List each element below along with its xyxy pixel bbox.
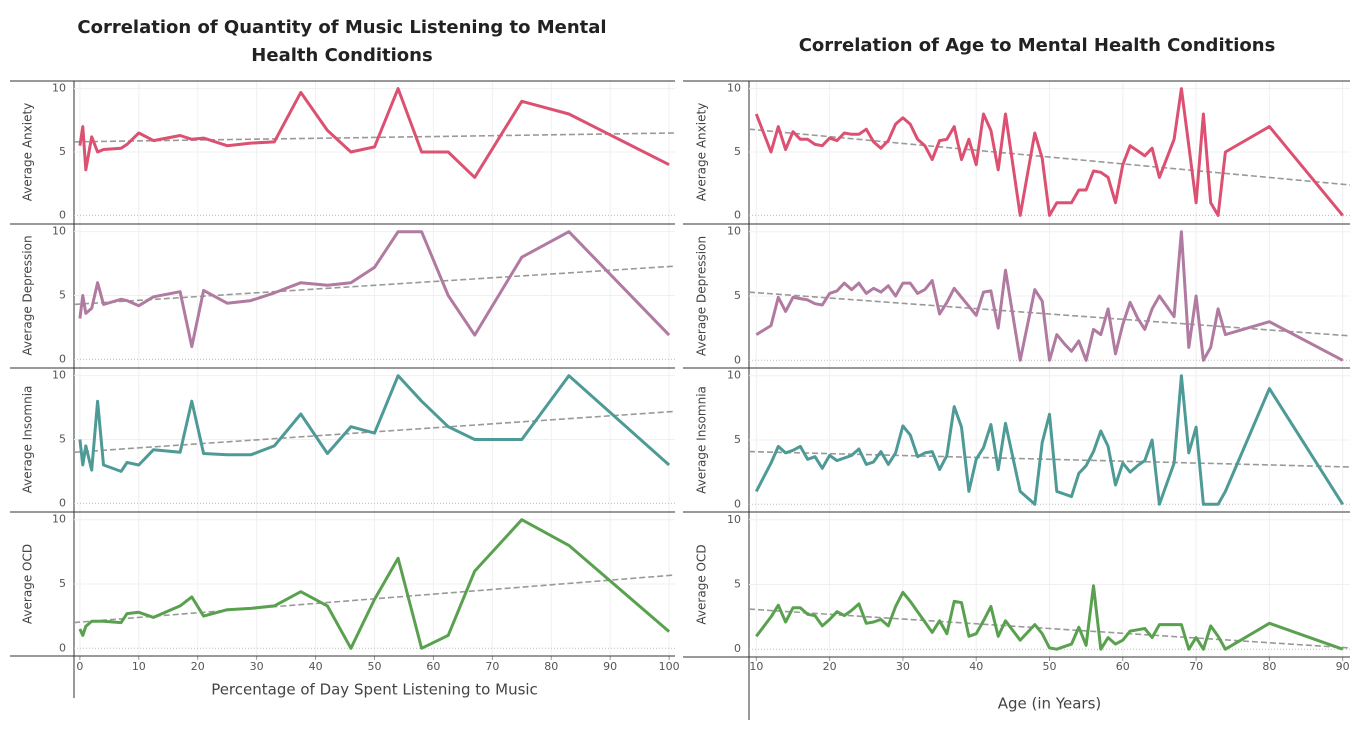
x-tick-label: 70	[1189, 660, 1203, 673]
x-tick-label: 50	[368, 660, 382, 673]
x-axis-label: Age (in Years)	[998, 695, 1102, 713]
y-axis-label: Average Depression	[695, 236, 709, 356]
y-tick-label: 10	[52, 369, 66, 382]
x-axis-label: Percentage of Day Spent Listening to Mus…	[211, 681, 538, 699]
y-tick-label: 5	[59, 433, 66, 446]
x-tick-label: 50	[1043, 660, 1057, 673]
y-tick-label: 0	[59, 641, 66, 654]
y-tick-label: 10	[727, 82, 741, 95]
y-tick-label: 5	[734, 433, 741, 446]
y-tick-label: 5	[734, 289, 741, 302]
y-axis-label: Average Anxiety	[695, 103, 709, 202]
y-tick-label: 10	[52, 513, 66, 526]
y-tick-label: 5	[734, 145, 741, 158]
data-line	[755, 230, 1344, 362]
y-axis-label: Average Insomnia	[21, 386, 35, 494]
data-line	[78, 230, 671, 349]
data-line	[754, 374, 1344, 506]
y-tick-label: 0	[734, 353, 741, 366]
y-tick-label: 5	[59, 145, 66, 158]
y-axis-label: Average OCD	[695, 544, 709, 624]
y-tick-label: 10	[727, 369, 741, 382]
x-tick-label: 10	[132, 660, 146, 673]
y-axis-label: Average Insomnia	[695, 386, 709, 494]
y-tick-label: 10	[52, 82, 66, 95]
trend-line	[748, 291, 1351, 337]
trend-line	[73, 265, 676, 306]
x-tick-label: 80	[1262, 660, 1276, 673]
x-tick-label: 40	[309, 660, 323, 673]
x-tick-label: 80	[544, 660, 558, 673]
y-tick-label: 10	[52, 225, 66, 238]
y-tick-label: 0	[59, 208, 66, 221]
data-line	[78, 374, 671, 473]
y-tick-label: 0	[59, 496, 66, 509]
y-axis-label: Average OCD	[21, 544, 35, 624]
y-tick-label: 10	[727, 225, 741, 238]
trend-line	[73, 132, 676, 143]
y-axis-label: Average Depression	[21, 235, 35, 355]
y-tick-label: 0	[734, 208, 741, 221]
x-tick-label: 20	[191, 660, 205, 673]
y-tick-label: 0	[734, 642, 741, 655]
trend-line	[748, 608, 1351, 649]
x-tick-label: 60	[1116, 660, 1130, 673]
data-line	[78, 518, 671, 650]
x-tick-label: 40	[969, 660, 983, 673]
x-tick-label: 100	[659, 660, 680, 673]
x-tick-label: 90	[1336, 660, 1350, 673]
chart-title: Correlation of Quantity of Music Listeni…	[77, 17, 607, 66]
trend-line	[748, 450, 1351, 468]
y-tick-label: 5	[59, 577, 66, 590]
data-line	[78, 87, 670, 179]
y-tick-label: 0	[59, 352, 66, 365]
x-tick-label: 60	[426, 660, 440, 673]
x-tick-label: 30	[896, 660, 910, 673]
trend-line	[748, 128, 1351, 186]
y-tick-label: 10	[727, 513, 741, 526]
data-line	[754, 87, 1344, 217]
y-tick-label: 5	[59, 289, 66, 302]
x-tick-label: 70	[485, 660, 499, 673]
y-tick-label: 0	[734, 497, 741, 510]
x-tick-label: 20	[823, 660, 837, 673]
x-tick-label: 10	[749, 660, 763, 673]
x-tick-label: 90	[603, 660, 617, 673]
y-axis-label: Average Anxiety	[21, 103, 35, 202]
data-line	[755, 584, 1344, 651]
x-tick-label: 0	[76, 660, 83, 673]
x-tick-label: 30	[250, 660, 264, 673]
chart-title: Correlation of Age to Mental Health Cond…	[798, 35, 1276, 56]
y-tick-label: 5	[734, 578, 741, 591]
